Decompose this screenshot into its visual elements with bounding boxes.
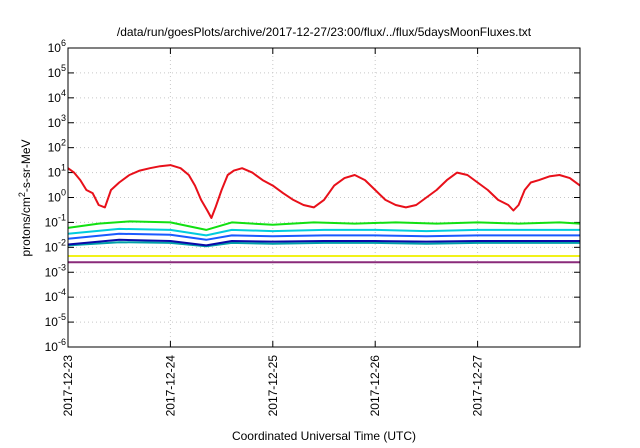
y-tick-exponent: 2	[61, 138, 66, 148]
y-tick-base: 10	[48, 41, 62, 55]
y-tick-base: 10	[48, 91, 62, 105]
y-tick-base: 10	[45, 265, 59, 279]
y-tick-exponent: 5	[61, 63, 66, 73]
series-line-3	[67, 232, 580, 241]
series-line-5	[67, 238, 580, 247]
y-tick-label: 102	[48, 138, 66, 155]
series-layer	[67, 164, 581, 264]
x-tick-labels: 2017-12-23 2017-12-24 2017-12-25 2017-12-26…	[61, 355, 485, 417]
series-line-1	[67, 220, 581, 231]
grid-layer	[67, 47, 580, 348]
y-tick-label: 104	[48, 88, 66, 105]
y-tick-12: 106	[48, 38, 66, 55]
y-tick-labels: 10-610-510-410-310-210-11001011021031041…	[45, 38, 66, 354]
y-tick-exponent: -6	[58, 337, 66, 347]
x-tick-label: 2017-12-27	[471, 355, 485, 417]
y-axis-label-base: protons/cm	[19, 197, 33, 256]
y-tick-0: 10-6	[45, 337, 66, 354]
y-tick-8: 102	[48, 138, 66, 155]
y-tick-exponent: -2	[58, 237, 66, 247]
y-tick-11: 105	[48, 63, 66, 80]
y-tick-base: 10	[48, 191, 62, 205]
y-tick-1: 10-5	[45, 312, 66, 329]
y-tick-base: 10	[48, 141, 62, 155]
y-tick-base: 10	[48, 66, 62, 80]
y-tick-5: 10-1	[45, 212, 66, 229]
y-tick-label: 10-1	[45, 212, 66, 229]
y-tick-label: 105	[48, 63, 66, 80]
y-tick-label: 10-2	[45, 237, 66, 254]
y-tick-exponent: -4	[58, 287, 66, 297]
x-tick-label: 2017-12-23	[61, 355, 75, 417]
y-tick-label: 10-4	[45, 287, 66, 304]
y-tick-base: 10	[45, 215, 59, 229]
x-tick-label: 2017-12-26	[368, 355, 382, 417]
y-tick-exponent: 4	[61, 88, 66, 98]
y-tick-base: 10	[45, 340, 59, 354]
y-tick-2: 10-4	[45, 287, 66, 304]
y-tick-exponent: -3	[58, 262, 66, 272]
y-tick-base: 10	[48, 116, 62, 130]
y-tick-exponent: 3	[61, 113, 66, 123]
y-tick-exponent: -1	[58, 212, 66, 222]
y-tick-label: 106	[48, 38, 66, 55]
series-line-4	[67, 241, 580, 248]
plot-frame	[67, 47, 581, 348]
chart-title: /data/run/goesPlots/archive/2017-12-27/2…	[117, 25, 532, 39]
y-axis-label: protons/cm2-s-sr-MeV	[17, 139, 33, 256]
y-tick-base: 10	[45, 290, 59, 304]
y-tick-exponent: -5	[58, 312, 66, 322]
y-tick-base: 10	[48, 166, 62, 180]
y-tick-10: 104	[48, 88, 66, 105]
y-tick-exponent: 1	[61, 163, 66, 173]
y-axis-label-rest: -s-sr-MeV	[19, 139, 33, 192]
x-axis-label: Coordinated Universal Time (UTC)	[232, 429, 416, 443]
y-tick-9: 103	[48, 113, 66, 130]
y-tick-base: 10	[45, 240, 59, 254]
series-line-0	[67, 164, 581, 219]
y-tick-3: 10-3	[45, 262, 66, 279]
y-tick-label: 10-5	[45, 312, 66, 329]
y-tick-label: 100	[48, 188, 66, 205]
y-tick-7: 101	[48, 163, 66, 180]
x-tick-label: 2017-12-24	[163, 355, 177, 417]
y-tick-label: 10-3	[45, 262, 66, 279]
y-tick-exponent: 0	[61, 188, 66, 198]
y-tick-label: 103	[48, 113, 66, 130]
y-tick-4: 10-2	[45, 237, 66, 254]
x-tick-label: 2017-12-25	[266, 355, 280, 417]
y-tick-base: 10	[45, 315, 59, 329]
y-tick-label: 10-6	[45, 337, 66, 354]
y-tick-exponent: 6	[61, 38, 66, 48]
y-tick-6: 100	[48, 188, 66, 205]
series-line-2	[67, 227, 580, 237]
y-axis-label-sup: 2	[17, 192, 27, 197]
y-tick-label: 101	[48, 163, 66, 180]
